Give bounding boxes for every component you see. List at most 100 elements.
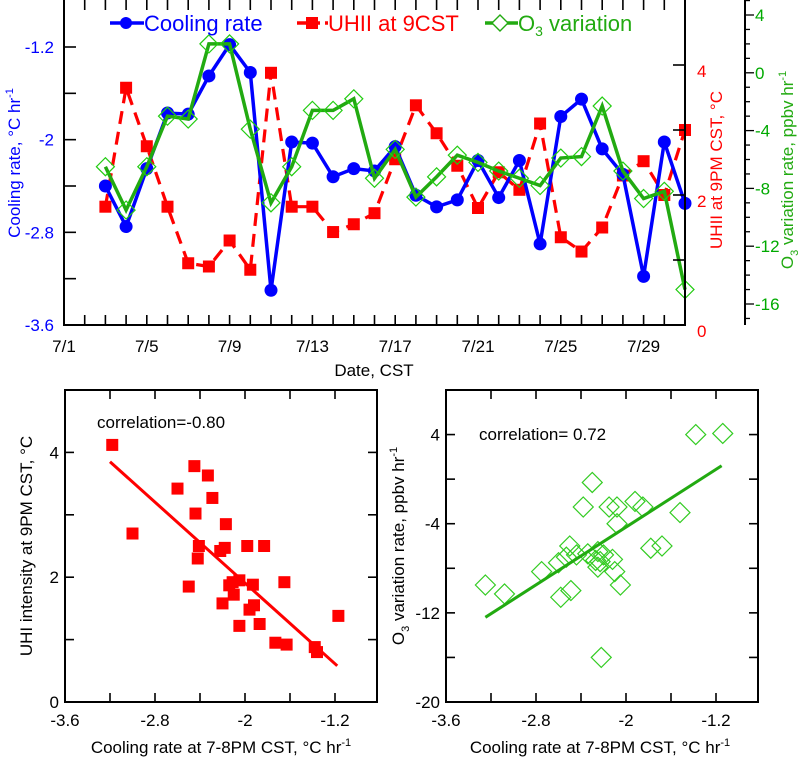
o3-scatter-y-tick-label: -20: [415, 693, 440, 712]
o3-point: [613, 161, 633, 181]
uhi-scatter-point: [241, 540, 254, 552]
x-tick-label: 7/21: [461, 337, 494, 356]
uhi-scatter-point: [189, 507, 202, 520]
o3-scatter-point: [572, 496, 595, 518]
x-tick-label: 7/29: [627, 337, 660, 356]
o3-scatter-y-tick-label: -12: [415, 604, 440, 623]
o3-scatter-y-tick-label: -4: [425, 515, 440, 534]
x-tick-label: 7/25: [544, 337, 577, 356]
uhi-scatter-x-tick-label: -2.8: [140, 711, 169, 730]
o3-scatter-point: [530, 560, 553, 583]
o3-scatter-point: [639, 537, 662, 560]
left-y-tick-label: -2: [39, 131, 54, 150]
uhi-scatter-point: [243, 603, 256, 616]
legend-entry-o3: O3 variation: [485, 11, 632, 39]
legend: Cooling rate UHII at 9CST O3 variation: [110, 11, 632, 39]
o3-point: [488, 161, 509, 181]
o3-point: [95, 156, 116, 177]
o3-scatter-point: [558, 535, 581, 557]
uhi-vs-cooling-scatter: -3.6 -2.8 -2 -1.2 0 2 4 correlation=-0.80 Cool…: [17, 389, 378, 757]
uhii-point: [451, 159, 464, 172]
left-y-tick-label: -3.6: [25, 316, 54, 335]
o3-scatter-point: [590, 646, 613, 669]
legend-marker-diamond: [491, 14, 509, 32]
o3-point: [261, 193, 281, 213]
cooling-rate-point: [119, 220, 133, 234]
o3-point: [219, 34, 240, 54]
cooling-rate-point: [347, 162, 361, 176]
uhi-scatter-y-tick-label: 2: [50, 568, 59, 587]
o3-scatter-y-tick-label: 4: [431, 426, 440, 445]
uhi-scatter-point: [258, 540, 271, 552]
uhi-scatter-point: [214, 544, 227, 557]
uhi-scatter-point: [223, 579, 236, 592]
x-tick-label: 7/13: [296, 337, 329, 356]
uhi-scatter-point: [219, 518, 232, 531]
o3-series-line: [103, 42, 687, 290]
uhii-point: [327, 226, 340, 239]
uhii-point: [265, 66, 277, 79]
o3-scatter-x-tick-label: -1.2: [701, 711, 730, 730]
o3-fit-line: [484, 464, 723, 619]
o3-scatter-point: [589, 550, 611, 573]
uhi-fit-line: [108, 460, 339, 667]
uhi-scatter-point: [233, 574, 246, 587]
uhii-point: [534, 117, 547, 130]
uhii-point: [285, 200, 298, 213]
o3-scatter-point: [560, 579, 582, 602]
o3-point: [364, 168, 385, 189]
o3-y-tick-label: 0: [755, 64, 764, 83]
uhii-point: [306, 200, 319, 213]
o3-scatter-point: [474, 574, 497, 596]
o3-point: [654, 181, 675, 202]
x-tick-label: 7/17: [379, 337, 412, 356]
o3-scatter-point: [581, 471, 604, 494]
uhi-scatter-point: [182, 580, 195, 593]
o3-point: [550, 148, 571, 168]
o3-scatter-point: [549, 586, 572, 609]
o3-point: [323, 100, 343, 121]
o3-point: [343, 88, 364, 109]
o3-point: [468, 152, 488, 173]
o3-point: [426, 166, 447, 187]
uhii-point: [223, 234, 236, 247]
o3-point: [178, 109, 199, 129]
o3-point: [571, 146, 592, 167]
uhii-point: [430, 127, 443, 140]
uhi-scatter-point: [278, 576, 291, 589]
uhi-scatter-point: [332, 609, 345, 622]
o3-point: [633, 188, 654, 209]
degree-symbol: °C hr: [5, 98, 24, 137]
o3-point: [157, 106, 178, 126]
cooling-rate-point: [450, 193, 464, 207]
x-tick-label: 7/1: [52, 337, 76, 356]
uhii-point: [99, 200, 112, 213]
uhii-y-tick-label: 4: [697, 62, 706, 81]
o3-point: [509, 168, 530, 189]
o3-vs-cooling-scatter: -3.6 -2.8 -2 -1.2 4 -4 -12 -20 correlation= 0.7…: [388, 389, 759, 757]
uhii-point: [182, 257, 195, 270]
uhii-point: [575, 245, 588, 258]
o3-scatter-x-tick-label: -2.8: [521, 711, 550, 730]
uhi-scatter-point: [227, 588, 240, 601]
uhii-point: [120, 81, 133, 94]
o3-scatter-point: [684, 423, 707, 446]
o3-scatter-point: [576, 542, 599, 565]
uhi-correlation-annotation: correlation=-0.80: [97, 413, 225, 432]
o3-y-tick-label: -12: [755, 237, 780, 256]
left-y-tick-label: -1.2: [25, 38, 54, 57]
o3-scatter-x-tick-label: -2: [618, 711, 633, 730]
uhi-scatter-y-label: UHI intensity at 9PM CST, °C: [17, 436, 36, 656]
o3-scatter-y-label: O3 variation rate, ppbv hr-1: [388, 447, 412, 645]
uhi-scatter-point: [106, 438, 119, 451]
uhii-point: [368, 207, 381, 220]
cooling-rate-point: [326, 170, 340, 184]
cooling-rate-point: [595, 142, 609, 156]
o3-scatter-frame: [445, 389, 759, 703]
uhi-scatter-frame: [64, 389, 378, 703]
o3-scatter-point: [547, 551, 570, 574]
cooling-rate-point: [533, 237, 547, 251]
uhii-point: [202, 260, 215, 273]
o3-scatter-x-label: Cooling rate at 7-8PM CST, °C hr-1: [470, 737, 730, 757]
